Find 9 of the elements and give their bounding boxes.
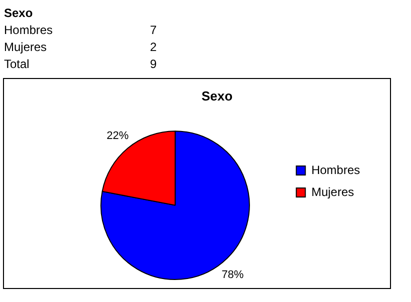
data-label: 78% [222,268,244,281]
text: Mujeres 2 [4,40,157,54]
legend-label: Mujeres [311,184,354,199]
data-label: 22% [106,130,129,142]
text: Total 9 [4,56,157,70]
legend-label: Hombres [311,162,360,177]
text: Hombres 7 [4,22,157,36]
chart-title: Sexo [201,88,233,104]
text: Sexo [3,4,34,21]
